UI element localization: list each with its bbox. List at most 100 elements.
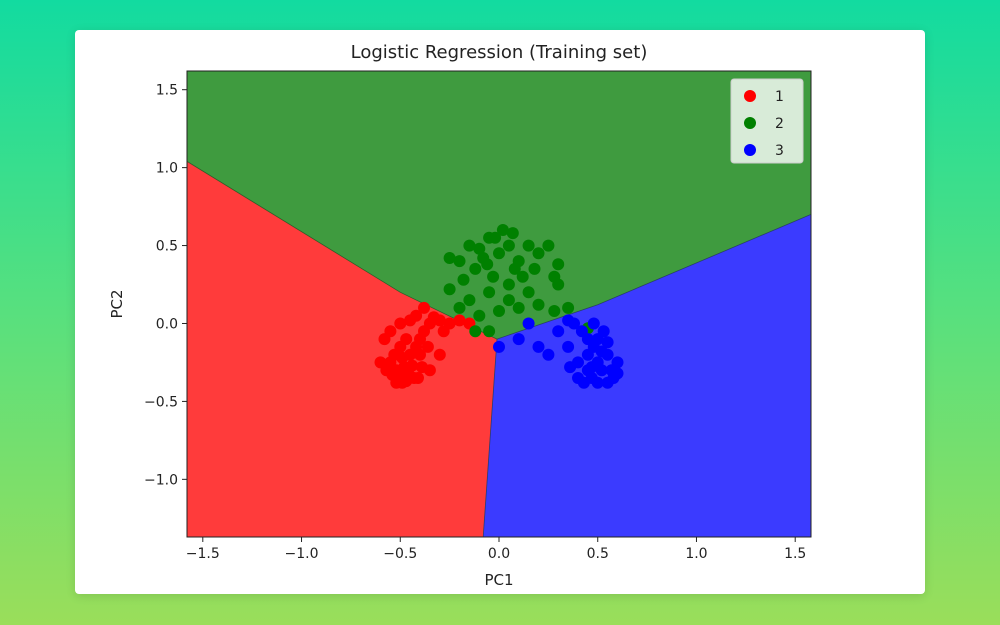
point-class-2: [473, 242, 486, 255]
point-class-1: [412, 372, 424, 384]
point-class-2: [493, 305, 505, 317]
point-class-1: [396, 376, 409, 389]
point-class-2: [512, 301, 525, 314]
point-class-2: [463, 239, 476, 252]
point-class-2: [522, 286, 535, 299]
point-class-1: [416, 361, 428, 374]
point-class-3: [532, 340, 545, 353]
y-tick-label: 1.0: [156, 161, 178, 177]
point-class-3: [562, 340, 575, 353]
point-class-2: [443, 252, 456, 264]
point-class-2: [493, 247, 505, 260]
x-tick-label: 1.0: [685, 546, 707, 562]
point-class-2: [457, 273, 470, 286]
x-tick-label: −1.5: [186, 546, 220, 562]
point-class-3: [581, 333, 594, 346]
point-class-1: [400, 333, 413, 346]
chart-title: Logistic Regression (Training set): [351, 42, 648, 63]
point-class-2: [487, 270, 500, 283]
point-class-3: [595, 364, 608, 377]
legend-marker-1: [744, 90, 756, 102]
point-class-1: [437, 325, 450, 338]
point-class-2: [496, 224, 509, 236]
point-class-2: [463, 294, 476, 307]
decision-boundary-3: [482, 339, 498, 538]
point-class-3: [601, 336, 614, 349]
figure-card: Logistic Regression (Training set) PC1 P…: [75, 30, 925, 594]
x-tick-label: −1.0: [285, 546, 319, 562]
point-class-2: [477, 252, 490, 264]
point-class-2: [552, 258, 565, 271]
point-class-3: [552, 325, 565, 338]
point-class-2: [532, 298, 545, 311]
point-class-3: [512, 333, 525, 346]
point-class-2: [532, 247, 545, 260]
point-class-1: [404, 314, 417, 327]
x-tick-label: 0.5: [587, 546, 609, 562]
point-class-3: [585, 361, 598, 374]
y-tick-label: −0.5: [144, 394, 178, 410]
y-tick-label: 0.5: [156, 239, 178, 255]
point-class-3: [542, 348, 555, 361]
chart-svg: Logistic Regression (Training set) PC1 P…: [108, 42, 812, 589]
point-class-3: [611, 367, 624, 380]
point-class-1: [374, 356, 387, 369]
point-class-2: [548, 305, 561, 317]
point-class-2: [469, 325, 482, 338]
point-class-1: [386, 368, 399, 381]
legend-label-3: 3: [775, 143, 784, 159]
point-class-1: [453, 314, 466, 327]
point-class-1: [421, 340, 434, 353]
x-axis-ticks: −1.5 −1.0 −0.5 0.0 0.5 1.0 1.5: [186, 537, 806, 562]
point-class-2: [552, 278, 565, 291]
legend-box: [730, 78, 804, 164]
point-class-2: [506, 227, 519, 240]
point-class-2: [542, 239, 555, 252]
point-class-1: [394, 317, 407, 330]
point-class-2: [502, 278, 515, 291]
y-tick-label: 1.5: [156, 83, 178, 99]
x-tick-label: −0.5: [383, 546, 417, 562]
x-tick-label: 1.5: [784, 546, 806, 562]
point-class-1: [378, 333, 391, 346]
point-class-3: [587, 317, 600, 330]
point-class-3: [595, 345, 608, 358]
point-class-3: [597, 325, 610, 338]
point-class-2: [528, 262, 541, 275]
point-class-2: [516, 270, 529, 283]
point-class-3: [591, 376, 604, 389]
point-class-2: [443, 283, 456, 296]
y-tick-label: 0.0: [156, 316, 178, 332]
point-class-3: [601, 376, 614, 389]
x-tick-label: 0.0: [488, 546, 510, 562]
point-class-1: [427, 311, 440, 324]
point-class-2: [489, 231, 502, 244]
point-class-1: [433, 348, 446, 361]
legend-label-2: 2: [775, 116, 784, 132]
scatter-points: [374, 224, 624, 389]
point-class-3: [493, 340, 505, 353]
point-class-2: [473, 309, 486, 322]
point-class-2: [469, 262, 482, 275]
point-class-3: [562, 314, 575, 327]
point-class-2: [453, 301, 466, 314]
point-class-3: [564, 361, 577, 374]
point-class-2: [502, 294, 515, 307]
point-class-3: [572, 372, 584, 384]
point-class-1: [418, 301, 430, 314]
point-class-1: [406, 359, 419, 372]
legend-marker-2: [744, 117, 756, 129]
y-axis-ticks: −1.0 −0.5 0.0 0.5 1.0 1.5: [144, 83, 187, 488]
point-class-2: [562, 301, 575, 314]
decision-regions: [186, 70, 812, 538]
legend-marker-3: [744, 144, 756, 156]
point-class-2: [483, 286, 496, 299]
y-axis-label: PC2: [108, 289, 126, 318]
point-class-2: [453, 255, 466, 268]
point-class-2: [508, 262, 521, 275]
y-tick-label: −1.0: [144, 472, 178, 488]
legend-label-1: 1: [775, 89, 784, 105]
point-class-3: [522, 317, 535, 330]
x-axis-label: PC1: [484, 571, 513, 589]
point-class-1: [414, 348, 426, 361]
